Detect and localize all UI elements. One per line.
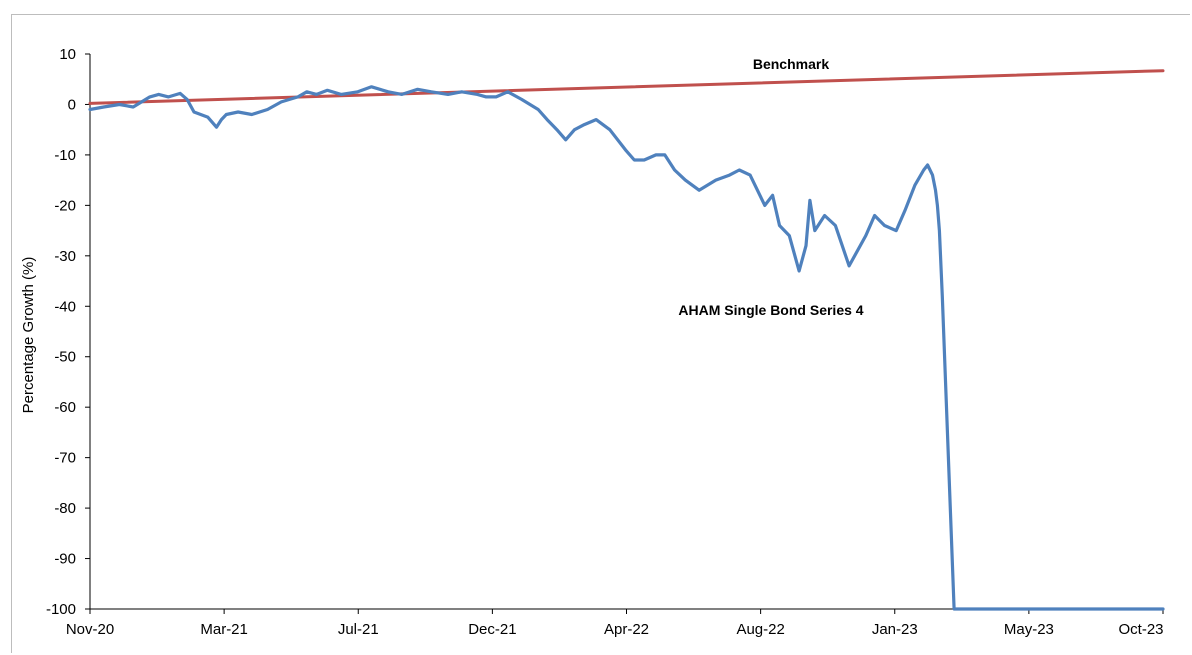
y-tick-label: -60 — [54, 399, 76, 416]
y-tick-label: -70 — [54, 450, 76, 467]
axes — [89, 54, 1163, 610]
series-lines — [88, 69, 1165, 611]
y-tick-label: -100 — [46, 601, 76, 618]
y-tick-label: 10 — [59, 46, 76, 63]
x-tick-label: Mar-21 — [200, 621, 248, 638]
fund-line — [88, 85, 1165, 611]
benchmark-line — [88, 69, 1165, 105]
chart-frame — [11, 14, 1190, 653]
y-tick-label: -10 — [54, 147, 76, 164]
y-tick-label: -30 — [54, 248, 76, 265]
y-tick-label: -90 — [54, 551, 76, 568]
benchmark-annotation: Benchmark — [753, 56, 829, 72]
x-tick-label: Jan-23 — [872, 621, 918, 638]
fund-annotation: AHAM Single Bond Series 4 — [678, 302, 863, 318]
y-tick-labels: 10 0 -10 -20 -30 -40 -50 -60 -70 -80 -90 -100 — [46, 46, 90, 618]
x-tick-label: May-23 — [1004, 621, 1054, 638]
y-tick-label: -40 — [54, 298, 76, 315]
x-tick-label: Oct-23 — [1118, 621, 1163, 638]
x-tick-label: Apr-22 — [604, 621, 649, 638]
x-tick-label: Nov-20 — [66, 621, 114, 638]
y-tick-label: -20 — [54, 197, 76, 214]
y-tick-label: -80 — [54, 500, 76, 517]
y-axis-label: Percentage Growth (%) — [20, 257, 37, 414]
x-tick-label: Dec-21 — [468, 621, 516, 638]
x-tick-label: Jul-21 — [338, 621, 379, 638]
y-tick-label: -50 — [54, 349, 76, 366]
x-tick-label: Aug-22 — [736, 621, 784, 638]
y-tick-label: 0 — [68, 96, 76, 113]
x-tick-labels: Nov-20 Mar-21 Jul-21 Dec-21 Apr-22 Aug-22 Jan-… — [66, 609, 1164, 638]
